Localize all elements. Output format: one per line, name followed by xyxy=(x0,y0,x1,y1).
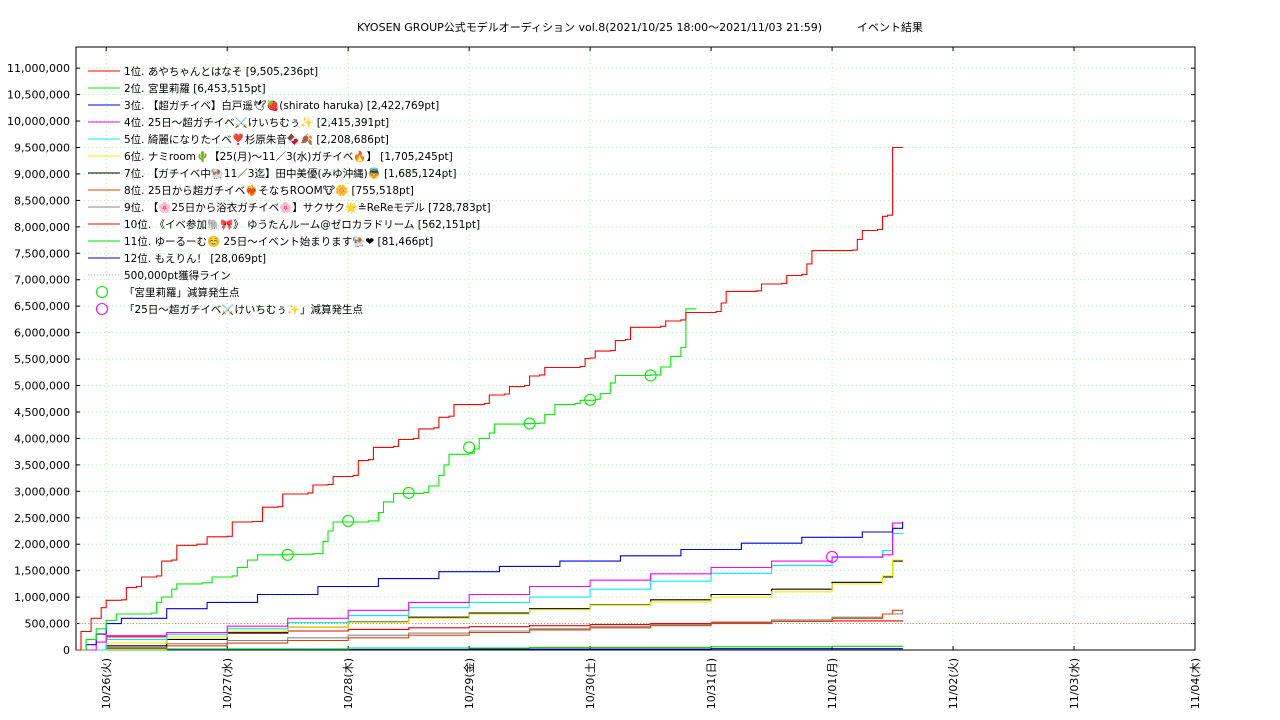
x-tick-label: 10/27(水) xyxy=(221,658,234,709)
y-tick-label: 1,500,000 xyxy=(14,565,70,578)
y-tick-label: 7,500,000 xyxy=(14,247,70,260)
legend-entry: 11位. ゆーるーむ☺️ 25日～イベント始まります🐏❤ [81,466pt] xyxy=(124,235,433,248)
legend-entry: 12位. もえりん！ [28,069pt] xyxy=(124,252,266,265)
deduction-marker xyxy=(584,393,597,406)
legend-entry: 「宮里莉羅」減算発生点 xyxy=(124,286,240,299)
series-line xyxy=(76,522,904,651)
y-tick-label: 2,000,000 xyxy=(14,538,70,551)
y-tick-label: 8,500,000 xyxy=(14,194,70,207)
legend-entry: 2位. 宮里莉羅 [6,453,515pt] xyxy=(124,82,266,95)
deduction-marker xyxy=(463,441,476,454)
y-tick-label: 6,000,000 xyxy=(14,327,70,340)
legend-entry: 500,000pt獲得ライン xyxy=(124,269,231,282)
y-tick-label: 3,500,000 xyxy=(14,459,70,472)
legend-entry: 3位. 【超ガチイベ】白戸遥🕊🍓(shirato haruka) [2,422,… xyxy=(124,99,439,112)
y-tick-label: 5,000,000 xyxy=(14,380,70,393)
y-tick-label: 8,000,000 xyxy=(14,221,70,234)
x-tick-label: 10/31(日) xyxy=(705,658,718,709)
y-tick-label: 11,000,000 xyxy=(7,62,70,75)
y-tick-label: 500,000 xyxy=(25,618,71,631)
legend-entry: 6位. ナミroom🌵【25(月)～11／3(水)ガチイベ🔥】 [1,705,2… xyxy=(124,150,453,163)
x-tick-label: 11/04(木) xyxy=(1189,658,1202,709)
y-tick-label: 2,500,000 xyxy=(14,512,70,525)
y-tick-label: 1,000,000 xyxy=(14,591,70,604)
chart-title: KYOSEN GROUP公式モデルオーディション vol.8(2021/10/2… xyxy=(356,21,924,34)
legend-entry: 9位. 【🌸25日から浴衣ガチイベ🌸】サクサク🌟≗ReReモデル [728,78… xyxy=(124,201,491,214)
legend-entry: 7位. 【ガチイベ中🐏11／3迄】田中美優(みゆ沖縄)👼 [1,685,124p… xyxy=(124,167,457,180)
y-tick-label: 9,000,000 xyxy=(14,168,70,181)
y-tick-label: 4,500,000 xyxy=(14,406,70,419)
x-tick-label: 10/26(火) xyxy=(100,658,113,709)
y-tick-label: 6,500,000 xyxy=(14,300,70,313)
x-tick-label: 11/03(水) xyxy=(1068,658,1081,709)
deduction-marker xyxy=(402,486,415,499)
y-tick-label: 3,000,000 xyxy=(14,485,70,498)
series-line xyxy=(76,609,904,651)
x-tick-label: 11/01(月) xyxy=(826,658,839,709)
series-line xyxy=(76,611,904,651)
deduction-marker xyxy=(523,417,536,430)
y-tick-label: 10,000,000 xyxy=(7,115,70,128)
series-line xyxy=(76,308,697,651)
x-tick-label: 11/02(火) xyxy=(947,658,960,709)
y-tick-label: 9,500,000 xyxy=(14,142,70,155)
deduction-marker xyxy=(281,548,294,561)
deduction-marker xyxy=(826,550,839,563)
legend-entry: 「25日～超ガチイベ⚔️けいちむぅ✨」減算発生点 xyxy=(124,303,363,316)
deduction-marker xyxy=(342,514,355,527)
y-tick-label: 7,000,000 xyxy=(14,274,70,287)
legend-entry: 5位. 綺麗になりたイベ❣️杉原朱音🍫🍂 [2,208,686pt] xyxy=(124,133,389,146)
y-tick-label: 0 xyxy=(63,644,70,657)
legend-entry: 4位. 25日～超ガチイベ⚔️けいちむぅ✨ [2,415,391pt] xyxy=(124,116,389,129)
legend-entry: 1位. あやちゃんとはなそ [9,505,236pt] xyxy=(124,65,318,78)
x-tick-label: 10/28(木) xyxy=(342,658,355,709)
y-tick-label: 10,500,000 xyxy=(7,89,70,102)
plot-frame xyxy=(75,46,1196,651)
series-line xyxy=(76,146,904,651)
series-line xyxy=(76,648,904,651)
series-line xyxy=(76,559,904,651)
legend-entry: 8位. 25日から超ガチイベ❤️‍🔥そなちROOM🐮🌼 [755,518pt] xyxy=(124,184,414,197)
legend-marker xyxy=(95,285,109,299)
y-tick-label: 4,000,000 xyxy=(14,432,70,445)
x-tick-label: 10/29(金) xyxy=(462,658,476,709)
series-line xyxy=(76,521,904,651)
legend-entry: 10位. 《イベ参加🐘🎀》 ゆうたんルーム@ゼロカラドリーム [562,151p… xyxy=(124,218,480,231)
x-tick-label: 10/30(土) xyxy=(584,658,597,709)
y-tick-label: 5,500,000 xyxy=(14,353,70,366)
legend-marker xyxy=(95,302,109,316)
deduction-marker xyxy=(644,369,657,382)
